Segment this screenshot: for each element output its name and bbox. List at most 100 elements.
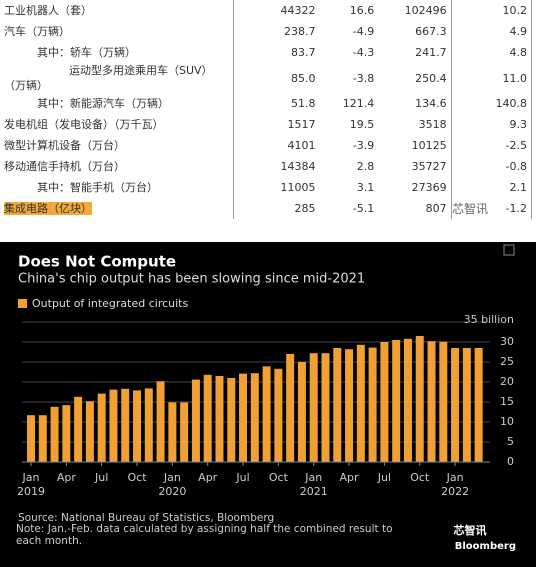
x-tick-label: Jan — [304, 471, 322, 484]
bar — [215, 376, 224, 462]
bar — [474, 348, 483, 462]
x-tick-label: Jan — [22, 471, 40, 484]
bar — [392, 340, 401, 462]
bar — [333, 348, 342, 462]
expand-icon — [503, 244, 515, 256]
legend-swatch — [18, 299, 27, 308]
cell: 250.4 — [378, 63, 452, 93]
cell: 667.3 — [378, 21, 452, 42]
bar — [321, 353, 330, 462]
cell: 35727 — [378, 156, 452, 177]
cell: 83.7 — [291, 46, 316, 59]
cell: 3518 — [378, 114, 452, 135]
bar — [356, 344, 365, 462]
table-row: 微型计算机设备（万台） 4101 -3.9 10125 -2.5 — [0, 135, 533, 156]
y-tick-label: 15 — [500, 395, 514, 408]
row-label: 工业机器人（套） — [0, 0, 234, 21]
cell: 51.8 — [291, 97, 316, 110]
table-row: 工业机器人（套） 44322 16.6 102496 10.2 — [0, 0, 533, 21]
row-label: 其中：轿车（万辆） — [0, 42, 234, 63]
note: Note: Jan.-Feb. data calculated by assig… — [16, 523, 393, 547]
watermark: 芯智讯 — [452, 202, 489, 216]
cell: 238.7 — [284, 25, 316, 38]
row-label: 其中：智能手机（万台） — [0, 177, 234, 198]
cell: 285 — [294, 202, 316, 215]
bar — [427, 341, 436, 462]
cell: 1517 — [287, 118, 316, 131]
bar — [227, 378, 236, 462]
bar — [380, 342, 389, 462]
cell: -4.9 — [352, 25, 375, 38]
table-row: 其中：智能手机（万台） 11005 3.1 27369 2.1 — [0, 177, 533, 198]
cell: -3.9 — [352, 139, 375, 152]
y-tick-label: 30 — [500, 335, 514, 348]
bar — [262, 366, 271, 462]
bar — [74, 396, 83, 462]
cell: 4.8 — [451, 42, 533, 63]
x-year-label: 2020 — [158, 485, 186, 498]
bar — [27, 415, 35, 462]
row-label: 汽车（万辆） — [0, 21, 234, 42]
cell: 9.3 — [451, 114, 533, 135]
bar — [50, 406, 59, 462]
chart-subtitle: China's chip output has been slowing sin… — [18, 272, 365, 287]
bar — [191, 379, 200, 462]
bar — [133, 390, 142, 462]
cell: 19.5 — [349, 118, 375, 131]
bar — [109, 389, 118, 462]
cell: 807 — [378, 198, 452, 219]
table-row: 发电机组（发电设备）（万千瓦） 1517 19.5 3518 9.3 — [0, 114, 533, 135]
table-row: 集成电路（亿块） 285 -5.1 807 -1.2 — [0, 198, 533, 219]
x-year-label: 2022 — [441, 485, 469, 498]
x-tick-label: Oct — [128, 471, 148, 484]
y-tick-label: 25 — [500, 355, 514, 368]
bar — [168, 402, 177, 462]
cell: 27369 — [378, 177, 452, 198]
bar — [85, 401, 94, 462]
cell: 4.9 — [451, 21, 533, 42]
x-tick-label: Oct — [269, 471, 289, 484]
x-tick-label: Jul — [377, 471, 391, 484]
cell: 10125 — [378, 135, 452, 156]
bar — [286, 354, 295, 462]
y-tick-label: 0 — [507, 455, 514, 468]
note-box: Note: Jan.-Feb. data calculated by assig… — [16, 523, 393, 547]
x-tick-label: Jul — [235, 471, 249, 484]
x-tick-label: Apr — [340, 471, 360, 484]
bar — [97, 393, 106, 462]
cell: 2.8 — [356, 160, 375, 173]
bar — [203, 374, 212, 462]
bar — [144, 388, 153, 462]
table-row: 其中：新能源汽车（万辆） 51.8 121.4 134.6 140.8 — [0, 93, 533, 114]
cell: -1.2 — [451, 198, 533, 219]
bar — [462, 348, 471, 462]
source: Source: National Bureau of Statistics, B… — [18, 512, 274, 524]
cell: 3.1 — [356, 181, 375, 194]
x-tick-label: Jan — [446, 471, 464, 484]
y-tick-label: 10 — [500, 415, 514, 428]
row-label: 运动型多用途乘用车（SUV）（万辆） — [0, 63, 234, 93]
row-label: 其中：新能源汽车（万辆） — [0, 93, 234, 114]
cell: -5.1 — [352, 202, 375, 215]
bar — [62, 405, 71, 462]
cell: 121.4 — [342, 97, 375, 110]
bar — [451, 348, 460, 462]
bar — [156, 381, 165, 462]
data-table: 工业机器人（套） 44322 16.6 102496 10.2 汽车（万辆） 238.7 -4… — [0, 0, 533, 219]
cell: 2.1 — [451, 177, 533, 198]
legend-label: Output of integrated circuits — [32, 297, 188, 310]
x-tick-label: Apr — [198, 471, 218, 484]
table-row: 汽车（万辆） 238.7 -4.9 667.3 4.9 — [0, 21, 533, 42]
bar — [121, 388, 130, 462]
cell: 241.7 — [378, 42, 452, 63]
y-tick-label: 35 billion — [464, 313, 514, 326]
x-tick-label: Oct — [410, 471, 430, 484]
bar — [274, 368, 283, 462]
chart: Does Not Compute China's chip output has… — [0, 242, 536, 567]
brand: Bloomberg — [455, 541, 516, 552]
bar — [309, 353, 318, 462]
x-year-label: 2021 — [300, 485, 328, 498]
table-row: 运动型多用途乘用车（SUV）（万辆） 85.0 -3.8 250.4 11.0 — [0, 63, 533, 93]
cell: 44322 — [280, 4, 316, 17]
